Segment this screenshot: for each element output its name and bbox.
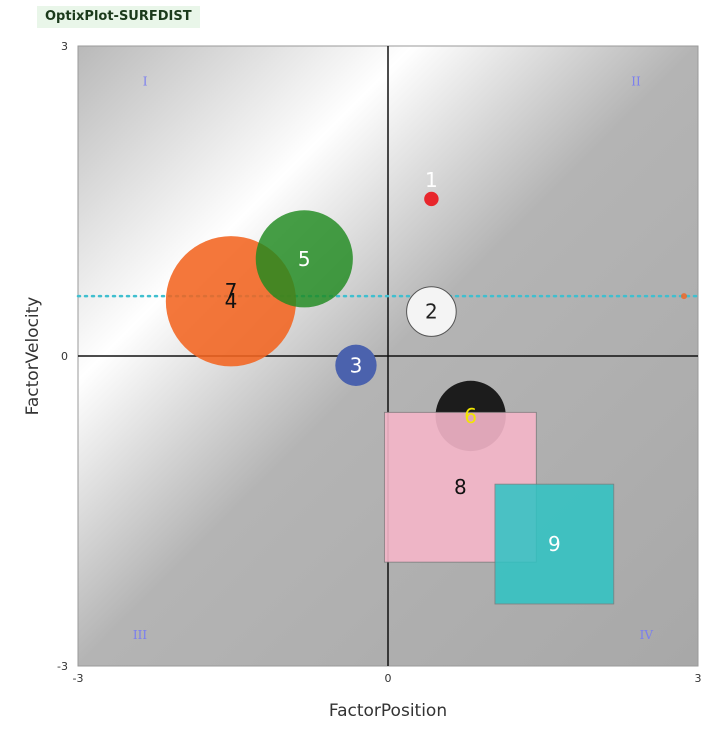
app-title: OptixPlot-SURFDIST [37,6,200,28]
y-tick-label: -3 [57,660,68,673]
data-point-9 [494,483,615,605]
y-tick-label: 3 [61,40,68,53]
data-label-9: 9 [548,532,561,556]
data-label-2: 2 [425,300,438,324]
quadrant-label: II [631,74,641,88]
data-point-2 [406,286,457,337]
quadrant-label: III [133,628,147,642]
data-label-8: 8 [454,475,467,499]
data-label-7: 7 [225,279,238,303]
y-tick-label: 0 [61,350,68,363]
data-label-5: 5 [298,247,311,271]
data-label-4: 4 [225,289,238,313]
reference-line-end-marker [681,293,687,300]
data-label-1: 1 [425,168,438,192]
x-tick-label: 0 [385,672,392,685]
data-point-3 [335,344,377,386]
x-axis-title: FactorPosition [329,701,447,721]
x-tick-label: -3 [73,672,84,685]
data-point-5 [255,210,353,308]
quadrant-label: I [143,74,148,88]
data-label-3: 3 [350,353,363,377]
data-point-1 [424,191,439,207]
x-tick-label: 3 [695,672,702,685]
y-axis-title: FactorVelocity [23,297,43,416]
quadrant-label: IV [640,628,654,642]
data-label-6: 6 [464,404,477,428]
